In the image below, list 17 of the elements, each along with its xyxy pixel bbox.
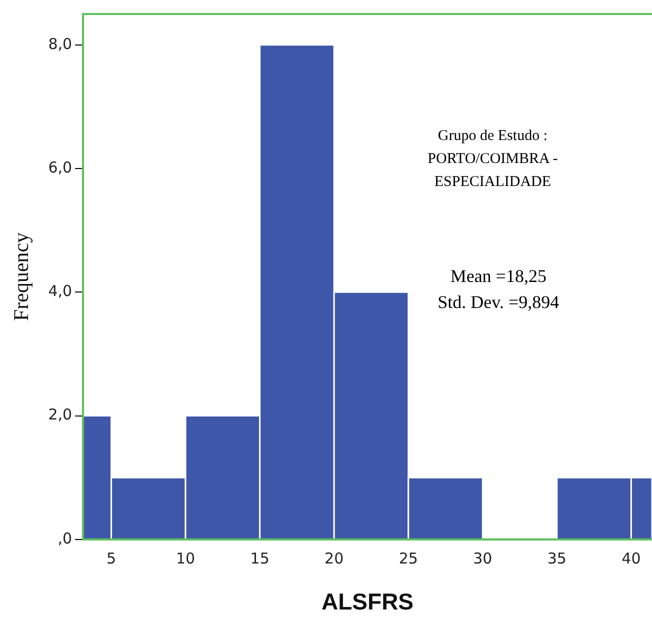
x-tick-label: 35 bbox=[547, 549, 566, 568]
x-tick-label: 5 bbox=[106, 549, 116, 568]
y-axis-title: Frequency bbox=[9, 232, 34, 322]
x-tick-label: 20 bbox=[324, 549, 344, 568]
x-tick-label: 15 bbox=[250, 549, 270, 568]
y-tick-label: 4,0 bbox=[48, 282, 72, 300]
x-axis-title: ALSFRS bbox=[322, 588, 414, 615]
annotation: Mean =18,25 Std. Dev. =9,894 bbox=[438, 266, 560, 312]
x-tick-label: 30 bbox=[473, 549, 492, 568]
y-tick-label: 6,0 bbox=[48, 158, 72, 176]
x-tick-label: 10 bbox=[176, 549, 196, 568]
x-tick-label: 25 bbox=[398, 549, 418, 568]
x-tick-label: 40 bbox=[622, 549, 641, 568]
y-tick-label: 8,0 bbox=[48, 34, 72, 53]
annotation: Grupo de Estudo : PORTO/COIMBRA - ESPECIALIDADE bbox=[428, 128, 558, 190]
y-tick-label: 2,0 bbox=[48, 406, 72, 424]
y-tick-label: ,0 bbox=[58, 529, 72, 548]
